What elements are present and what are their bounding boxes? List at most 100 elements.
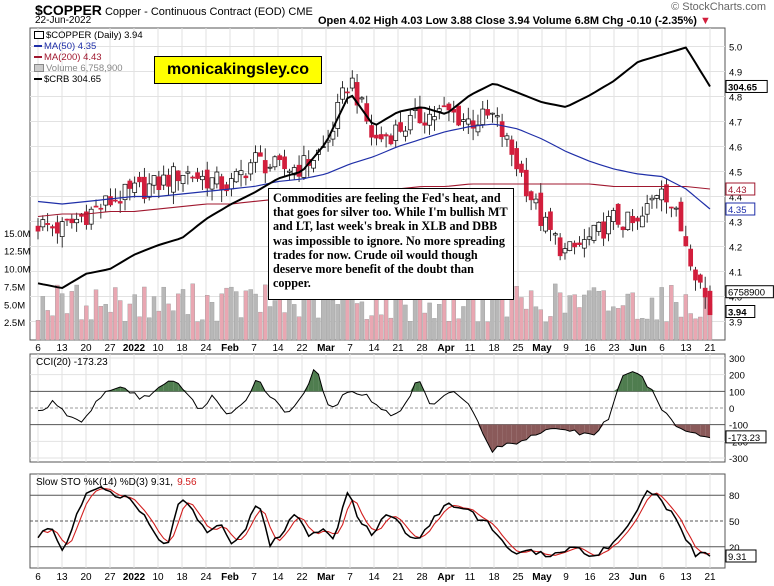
cci-overbought-fill [115,386,121,392]
candle-body [407,115,413,131]
cci-oversold-fill [593,424,599,436]
candle-body [528,191,534,201]
candle-body [639,215,645,228]
cci-oversold-fill [482,424,488,443]
candle-body [113,199,118,202]
price-tick-label: 4.8 [729,93,742,104]
volume-bar [64,313,70,341]
cci-oversold-fill [502,424,507,447]
cci-oversold-fill [555,424,561,430]
volume-bar [142,286,147,341]
price-tag-box [725,79,768,93]
candle-body [403,130,408,137]
candle-body [59,221,65,237]
candle-body [229,178,234,190]
ma50-line [37,123,711,210]
x-tick-label: 14 [272,343,284,354]
x-tick-label: 16 [584,343,596,354]
volume-bar [113,287,118,341]
legend-label: Volume 6,758,900 [46,63,123,74]
x-tick-label: 6 [35,343,41,354]
candle-body [596,221,602,232]
candle-body [504,135,510,140]
candle-body [224,184,229,192]
open-value: Open 4.02 [318,15,371,27]
candle-body [88,208,94,225]
price-tick-label: 3.9 [729,318,742,329]
crb-line [37,46,711,290]
candle-body [180,174,186,184]
volume-bar [504,316,510,341]
instrument-name: Copper - Continuous Contract (EOD) [104,6,286,18]
candle-body [171,166,176,193]
cci-overbought-fill [125,388,130,392]
candle-body [122,183,128,201]
volume-bar [161,286,166,341]
candle-body [538,192,544,226]
sto-tick-label: 20 [729,543,740,554]
cci-tick-label: -300 [729,454,748,465]
candle-body [277,155,283,160]
sto-tick-label: 80 [729,491,740,502]
candle-body [258,152,263,157]
volume-bar [640,318,645,341]
legend-entry: $COPPER (Daily) 3.94 [34,30,143,41]
cci-tick-label: 300 [729,354,745,365]
volume-bar [543,321,548,341]
volume-bar [485,321,490,341]
candle-body [398,122,403,132]
candle-body [378,134,384,140]
volume-bar [122,321,128,341]
candle-body [683,236,689,247]
x-tick-label: 9 [563,343,569,354]
x-tick-label: 20 [80,343,92,354]
candle-body [606,216,611,235]
cci-oversold-fill [521,424,527,441]
candle-body [345,91,350,94]
x-tick-label: 22 [296,343,308,354]
volume-bar [108,311,113,341]
cci-oversold-fill [540,424,546,434]
candle-body [388,135,394,145]
candle-body [248,162,254,175]
volume-bar [156,310,162,341]
candle-body [693,269,698,281]
price-tag-box [725,285,774,299]
x-tick-label: 24 [200,572,212,583]
volume-bar [524,308,529,341]
cci-oversold-fill [511,424,517,445]
candle-body [654,195,660,199]
candle-body [253,152,258,163]
candle-body [519,163,524,173]
cci-oversold-fill [531,424,536,436]
volume-bar [475,321,481,341]
volume-bar [40,296,46,341]
volume-bar [229,286,234,341]
cci-overbought-fill [415,381,420,392]
cci-oversold-fill [492,424,498,453]
candle-body [615,203,621,225]
volume-bar [224,287,229,341]
x-tick-label: 21 [392,572,404,583]
volume-bar [528,290,534,341]
candle-body [137,176,142,183]
candle-body [475,124,481,133]
candle-body [707,290,713,316]
candle-body [562,248,568,254]
volume-bar [519,297,524,341]
volume-bar [683,294,689,341]
candle-body [74,218,80,224]
volume-bar [330,300,336,341]
volume-bar [267,306,273,341]
volume-bar [359,301,365,341]
candle-body [470,120,476,129]
legend-entry: MA(200) 4.43 [34,52,143,63]
volume-bar [50,315,55,341]
candle-body [291,167,297,176]
candle-body [262,160,268,174]
candle-body [630,215,635,224]
x-tick-label: 10 [152,572,164,583]
volume-bar [388,317,394,341]
candle-body [349,77,355,89]
cci-overbought-fill [410,382,416,392]
